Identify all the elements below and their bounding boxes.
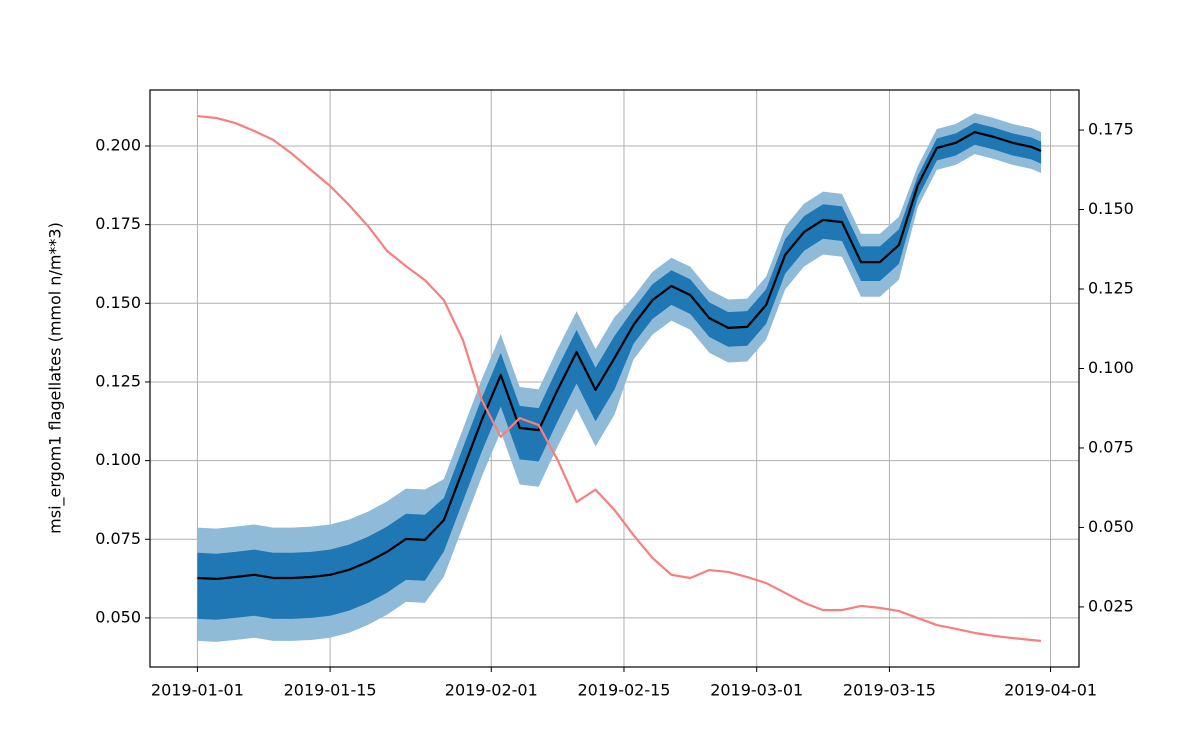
axes-frame — [149, 89, 1080, 668]
line — [197, 114, 1042, 643]
y2-tick-label: 0.050 — [1088, 517, 1134, 536]
x-tick-label: 2019-01-01 — [151, 681, 244, 700]
y2-tick-label: 0.125 — [1088, 279, 1134, 298]
band — [197, 122, 1042, 620]
y2-tick-label: 0.100 — [1088, 358, 1134, 377]
x-tick-label: 2019-04-01 — [1004, 681, 1097, 700]
y2-tick-label: 0.025 — [1088, 596, 1134, 615]
y-tick-label: 0.075 — [95, 529, 141, 548]
x-tick-label: 2019-03-01 — [710, 681, 803, 700]
x-tick-label: 2019-02-15 — [577, 681, 670, 700]
y-tick-label: 0.150 — [95, 293, 141, 312]
x-tick-label: 2019-01-15 — [284, 681, 377, 700]
y-tick-label: 0.050 — [95, 607, 141, 626]
y2-tick-label: 0.075 — [1088, 437, 1134, 456]
line — [197, 131, 1042, 581]
y-tick-label: 0.100 — [95, 450, 141, 469]
x-tick-label: 2019-02-01 — [445, 681, 538, 700]
y-tick-label: 0.175 — [95, 214, 141, 233]
y-tick-label: 0.125 — [95, 371, 141, 390]
y2-tick-label: 0.175 — [1088, 120, 1134, 139]
y-tick-label: 0.200 — [95, 136, 141, 155]
y2-tick-label: 0.150 — [1088, 199, 1134, 218]
plot-area — [150, 90, 1079, 667]
y-axis-label: msi_ergom1 flagellates (mmol n/m**3) — [46, 222, 66, 534]
x-tick-label: 2019-03-15 — [843, 681, 936, 700]
